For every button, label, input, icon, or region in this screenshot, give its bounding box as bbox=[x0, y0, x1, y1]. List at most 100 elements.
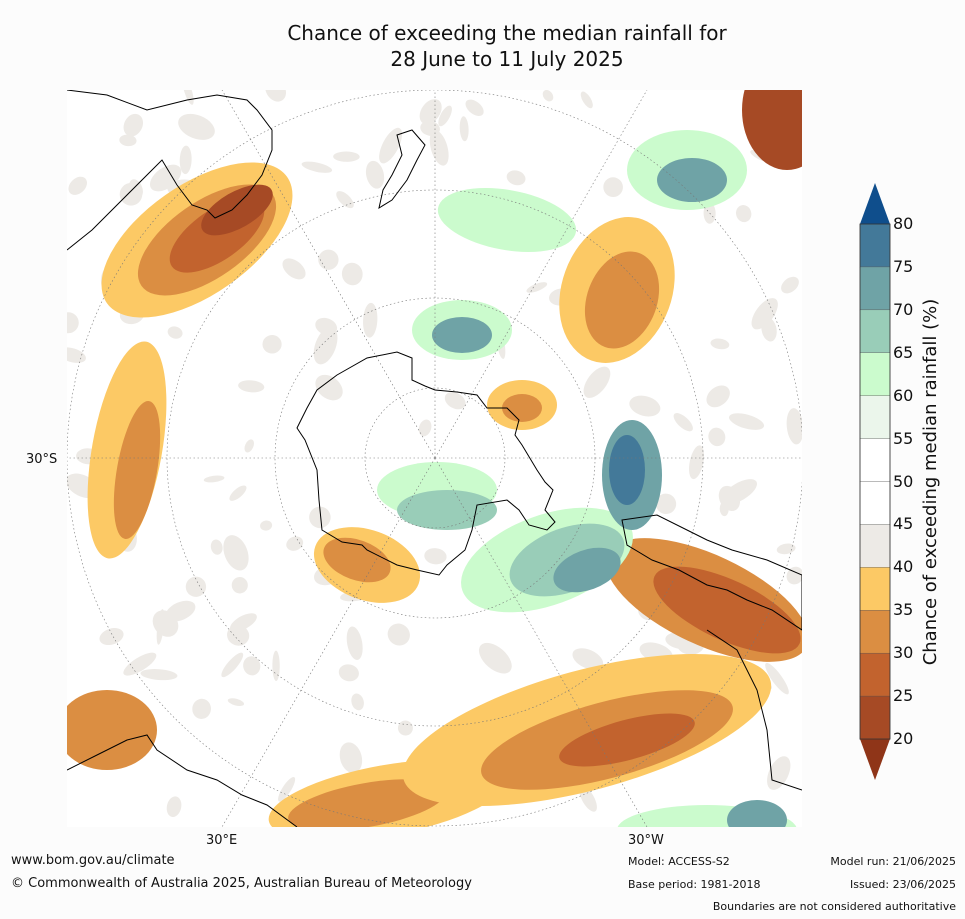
rainfall-region bbox=[223, 535, 249, 571]
lat-label-30s: 30°S bbox=[26, 452, 58, 467]
base-period-text: Base period: 1981-2018 bbox=[628, 878, 761, 891]
rainfall-region bbox=[210, 539, 223, 555]
rainfall-region bbox=[338, 664, 359, 682]
rainfall-region bbox=[201, 184, 273, 236]
rainfall-region bbox=[786, 566, 802, 585]
rainfall-region bbox=[742, 90, 802, 170]
rainfall-region bbox=[68, 176, 87, 195]
rainfall-region bbox=[301, 161, 333, 173]
rainfall-region bbox=[315, 374, 343, 401]
rainfall-region bbox=[751, 298, 778, 330]
rainfall-region bbox=[243, 656, 261, 676]
rainfall-region bbox=[379, 127, 403, 164]
rainfall-region bbox=[282, 258, 306, 280]
model-text: Model: ACCESS-S2 bbox=[628, 855, 730, 868]
rainfall-map bbox=[67, 90, 802, 827]
title-line-2: 28 June to 11 July 2025 bbox=[390, 47, 624, 71]
rainfall-region bbox=[465, 99, 484, 116]
colorbar-tick-label: 20 bbox=[893, 729, 914, 748]
colorbar-segment bbox=[859, 266, 891, 311]
model-run-text: Model run: 21/06/2025 bbox=[830, 855, 956, 868]
colorbar-segment bbox=[859, 438, 891, 483]
rainfall-region bbox=[260, 520, 273, 531]
rainfall-region bbox=[192, 698, 211, 719]
rainfall-region bbox=[419, 99, 442, 125]
colorbar-segment bbox=[859, 481, 891, 526]
colorbar-segment bbox=[859, 223, 891, 268]
colorbar-label: Chance of exceeding median rainfall (%) bbox=[920, 298, 941, 666]
rainfall-region bbox=[346, 626, 363, 660]
colorbar-segment bbox=[859, 652, 891, 697]
colorbar-tick-label: 60 bbox=[893, 385, 914, 405]
rainfall-region bbox=[673, 413, 693, 432]
colorbar-segment bbox=[859, 352, 891, 397]
colorbar-tick-label: 50 bbox=[893, 471, 914, 491]
website-text: www.bom.gov.au/climate bbox=[11, 853, 175, 868]
rainfall-region bbox=[767, 756, 791, 790]
rainfall-region bbox=[272, 650, 280, 681]
title-line-1: Chance of exceeding the median rainfall … bbox=[287, 21, 727, 45]
rainfall-region bbox=[323, 537, 391, 583]
rainfall-region bbox=[609, 435, 645, 505]
rainfall-region bbox=[418, 419, 432, 437]
rainfall-region bbox=[727, 800, 787, 827]
colorbar-segment bbox=[859, 567, 891, 611]
colorbar bbox=[859, 183, 891, 780]
rainfall-region bbox=[506, 170, 526, 186]
rainfall-region bbox=[182, 90, 194, 105]
rainfall-region bbox=[708, 427, 726, 447]
colorbar-tick-label: 40 bbox=[893, 557, 914, 577]
rainfall-region bbox=[231, 577, 248, 594]
disclaimer-text: Boundaries are not considered authoritat… bbox=[712, 900, 956, 913]
rainfall-region bbox=[710, 338, 730, 350]
colorbar-tick-label: 75 bbox=[893, 256, 914, 276]
copyright-text: © Commonwealth of Australia 2025, Austra… bbox=[11, 876, 472, 891]
south-america-outline bbox=[621, 514, 802, 631]
rainfall-region bbox=[603, 177, 623, 198]
rainfall-region bbox=[167, 326, 183, 339]
rainfall-region bbox=[318, 249, 339, 270]
lon-label-30e: 30°E bbox=[206, 833, 238, 848]
rainfall-region bbox=[166, 796, 182, 818]
rainfall-region bbox=[365, 160, 385, 189]
rainfall-region bbox=[424, 548, 447, 565]
rainfall-region bbox=[265, 90, 287, 102]
rainfall-region bbox=[584, 251, 660, 349]
issued-text: Issued: 23/06/2025 bbox=[849, 878, 956, 891]
rainfall-region bbox=[438, 105, 452, 127]
rainfall-region bbox=[123, 113, 143, 137]
colorbar-segment bbox=[859, 524, 891, 569]
rainfall-region bbox=[113, 400, 161, 540]
rainfall-region bbox=[502, 394, 542, 422]
colorbar-segment bbox=[859, 610, 891, 654]
rainfall-region bbox=[309, 506, 331, 529]
rainfall-region bbox=[99, 628, 124, 646]
colorbar-segment bbox=[859, 395, 891, 440]
australia-outline bbox=[67, 90, 273, 251]
coastline-segment bbox=[706, 629, 802, 791]
rainfall-region bbox=[478, 642, 512, 674]
rainfall-region bbox=[781, 276, 799, 294]
rainfall-region bbox=[526, 282, 548, 293]
rainfall-region bbox=[119, 134, 137, 147]
rainfall-region bbox=[580, 91, 593, 109]
rainfall-region bbox=[286, 536, 304, 551]
rainfall-region bbox=[221, 652, 244, 678]
colorbar-top-arrow bbox=[860, 183, 890, 224]
rainfall-region bbox=[178, 113, 215, 140]
rainfall-region bbox=[179, 145, 192, 175]
rainfall-region bbox=[653, 566, 801, 654]
rainfall-region bbox=[706, 385, 730, 408]
rainfall-region bbox=[229, 613, 257, 632]
rainfall-region bbox=[689, 445, 705, 480]
rainfall-region bbox=[429, 130, 449, 166]
rainfall-region bbox=[262, 335, 282, 354]
colorbar-segment bbox=[859, 695, 891, 740]
colorbar-tick-label: 80 bbox=[893, 214, 914, 233]
rainfall-region bbox=[140, 669, 178, 681]
rainfall-region bbox=[655, 493, 677, 515]
rainfall-region bbox=[227, 698, 245, 706]
colorbar-tick-label: 70 bbox=[893, 299, 914, 319]
chart-title: Chance of exceeding the median rainfall … bbox=[0, 20, 965, 72]
lon-label-30w: 30°W bbox=[628, 833, 664, 848]
